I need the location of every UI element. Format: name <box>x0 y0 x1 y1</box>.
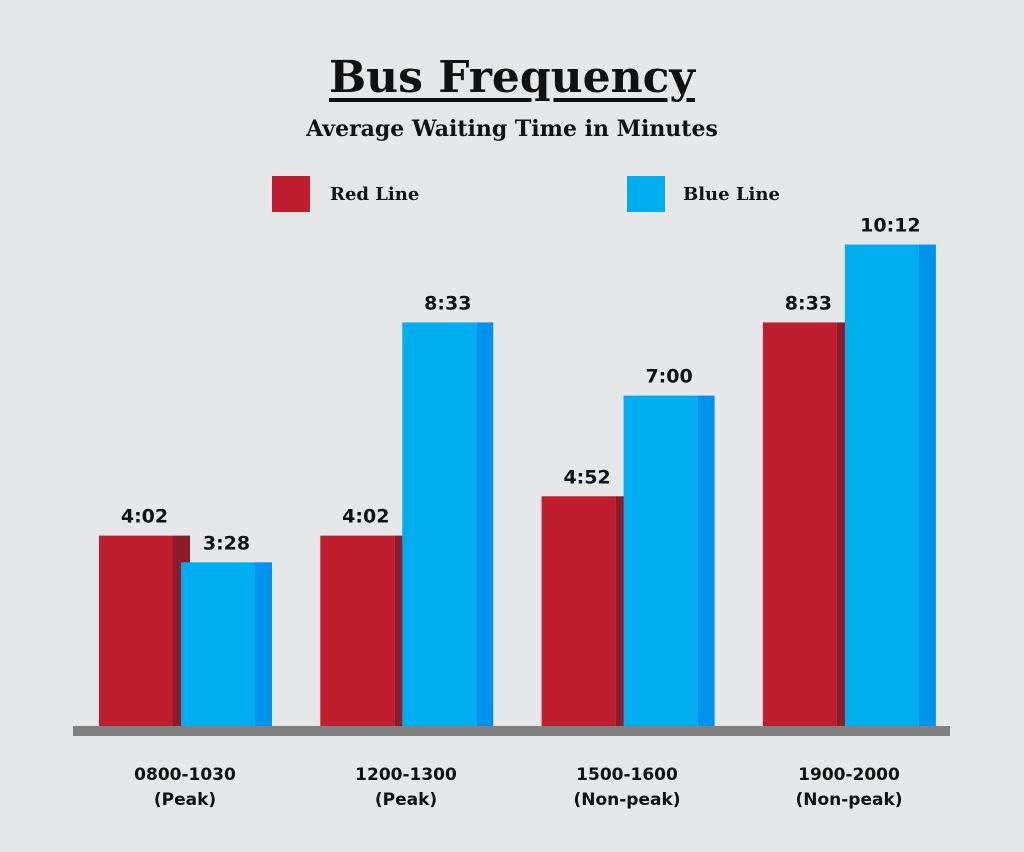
bar-red-2 <box>320 535 395 726</box>
category-type: (Non-peak) <box>795 790 903 810</box>
bar-red-3 <box>541 496 616 726</box>
data-label: 8:33 <box>785 292 832 314</box>
category-time: 0800-1030 <box>134 765 236 785</box>
data-label: 4:02 <box>342 506 389 528</box>
legend-label-blue: Blue Line <box>683 184 780 205</box>
category-label-3: 1500-1600 (Non-peak) <box>527 763 727 813</box>
bar-blue-3 <box>623 395 698 726</box>
bar-red-1 <box>99 535 173 726</box>
bar-side-shade <box>476 322 494 726</box>
category-time: 1500-1600 <box>576 765 678 785</box>
bar-side-shade <box>918 244 936 726</box>
bar-side-shade <box>255 562 272 726</box>
x-axis-baseline <box>73 726 950 736</box>
category-time: 1200-1300 <box>355 765 457 785</box>
data-label: 7:00 <box>645 366 692 388</box>
data-label: 4:52 <box>563 466 610 488</box>
bar-red-4 <box>762 322 837 726</box>
bar-blue-2 <box>402 322 477 726</box>
legend-swatch-red <box>272 176 310 212</box>
legend-label-red: Red Line <box>330 184 420 205</box>
bar-side-shade <box>697 395 715 726</box>
data-label: 8:33 <box>424 292 471 314</box>
category-time: 1900-2000 <box>798 765 900 785</box>
category-label-1: 0800-1030 (Peak) <box>85 763 285 813</box>
bar-blue-4 <box>844 244 919 726</box>
chart-title-text: Bus Frequency <box>328 52 695 103</box>
legend-swatch-blue <box>627 176 665 212</box>
bar-blue-1 <box>181 562 255 726</box>
data-label: 4:02 <box>121 506 168 528</box>
category-type: (Peak) <box>153 790 217 810</box>
chart-subtitle: Average Waiting Time in Minutes <box>306 116 718 142</box>
category-label-4: 1900-2000 (Non-peak) <box>749 763 949 813</box>
category-type: (Non-peak) <box>573 790 681 810</box>
data-label: 10:12 <box>860 215 920 237</box>
category-label-2: 1200-1300 (Peak) <box>306 763 506 813</box>
chart-title: Bus Frequency <box>0 52 1024 103</box>
category-type: (Peak) <box>374 790 438 810</box>
data-label: 3:28 <box>203 532 250 554</box>
